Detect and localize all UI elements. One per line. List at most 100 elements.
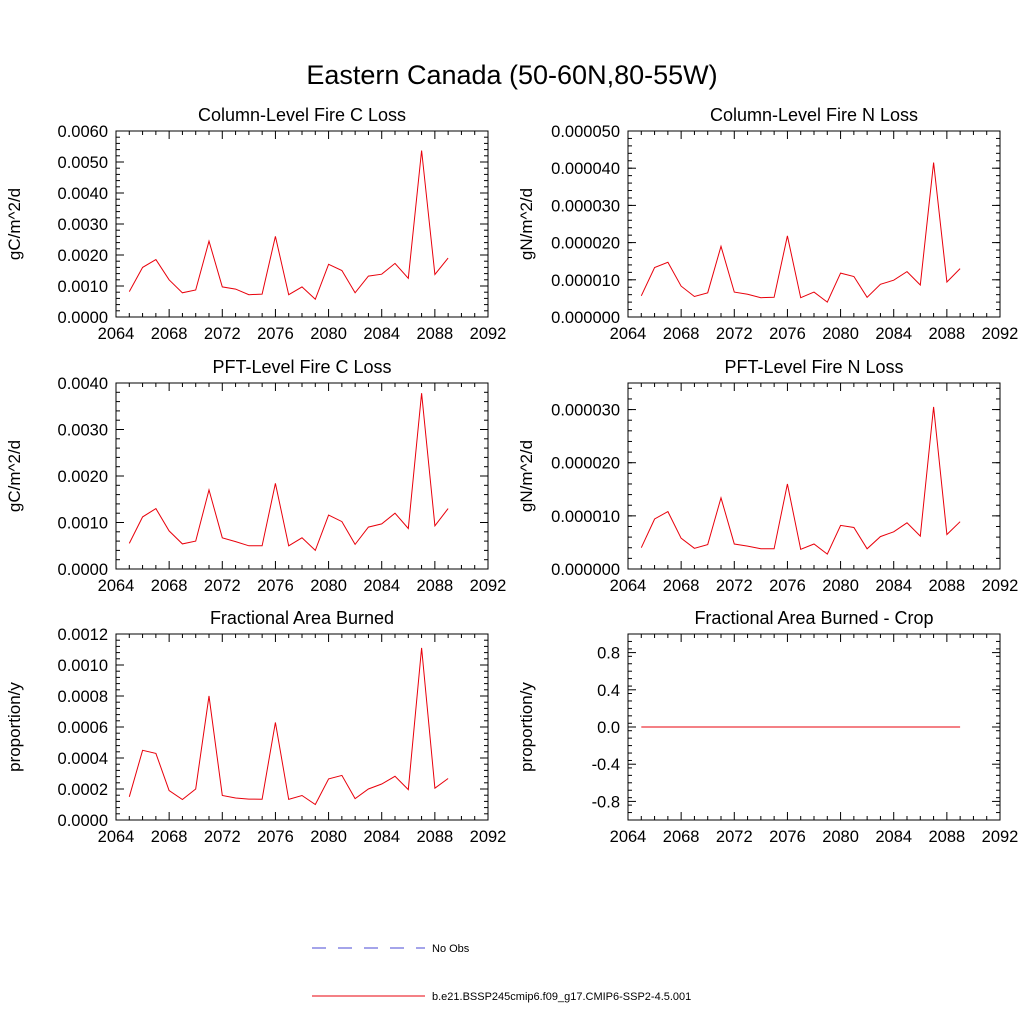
plot-frame <box>627 130 1001 318</box>
x-tick-label: 2080 <box>310 577 347 595</box>
y-tick-label: 0.4 <box>597 682 620 700</box>
y-axis-label: proportion/y <box>5 682 24 772</box>
y-tick-label: 0.0012 <box>58 626 108 644</box>
x-tick-label: 2076 <box>769 828 806 846</box>
y-tick-label: 0.0050 <box>58 154 108 172</box>
y-tick-label: 0.0020 <box>58 468 108 486</box>
y-tick-label: 0.000040 <box>551 160 620 178</box>
y-tick-label: 0.0006 <box>58 719 108 737</box>
x-tick-label: 2092 <box>982 828 1019 846</box>
x-tick-label: 2076 <box>769 325 806 343</box>
legend: No Obs b.e21.BSSP245cmip6.f09_g17.CMIP6-… <box>312 943 691 1003</box>
x-tick-label: 2088 <box>416 325 453 343</box>
x-tick-label: 2076 <box>769 577 806 595</box>
panel-title: Fractional Area Burned - Crop <box>694 608 933 628</box>
panel-title: Column-Level Fire N Loss <box>710 105 918 125</box>
y-tick-label: -0.8 <box>592 793 620 811</box>
y-tick-label: 0.0004 <box>58 750 108 768</box>
x-tick-label: 2084 <box>875 325 912 343</box>
plot-frame <box>627 382 1001 570</box>
x-tick-label: 2080 <box>822 325 859 343</box>
chart-panel-2: Column-Level Fire N Loss gN/m^2/d 2064 2068… <box>517 105 1018 343</box>
y-axis-label: gC/m^2/d <box>5 188 24 260</box>
y-tick-label: 0.000000 <box>551 561 620 579</box>
panel-title: PFT-Level Fire N Loss <box>724 357 903 377</box>
chart-panel-3: PFT-Level Fire C Loss gC/m^2/d 2064 2068 207… <box>5 357 506 595</box>
legend-label-no-obs: No Obs <box>432 943 470 955</box>
x-tick-label: 2084 <box>875 828 912 846</box>
y-tick-label: 0.000020 <box>551 235 620 253</box>
y-tick-label: 0.0000 <box>58 812 108 830</box>
y-tick-label: 0.0010 <box>58 657 108 675</box>
series-line-1 <box>128 647 449 806</box>
y-axis-label: proportion/y <box>517 682 536 772</box>
panel-title: Fractional Area Burned <box>210 608 394 628</box>
x-tick-label: 2064 <box>610 577 647 595</box>
x-tick-label: 2084 <box>875 577 912 595</box>
y-axis-label: gC/m^2/d <box>5 440 24 512</box>
x-tick-label: 2088 <box>928 828 965 846</box>
x-tick-label: 2072 <box>716 577 753 595</box>
y-tick-label: 0.000030 <box>551 197 620 215</box>
x-tick-label: 2092 <box>982 577 1019 595</box>
x-tick-label: 2072 <box>204 577 241 595</box>
x-tick-label: 2068 <box>663 325 700 343</box>
x-tick-label: 2064 <box>98 577 135 595</box>
y-tick-label: 0.0008 <box>58 688 108 706</box>
x-tick-label: 2080 <box>310 828 347 846</box>
x-tick-label: 2064 <box>98 325 135 343</box>
x-tick-label: 2092 <box>470 577 507 595</box>
y-tick-label: 0.000030 <box>551 402 620 420</box>
y-tick-label: 0.000050 <box>551 123 620 141</box>
y-tick-label: 0.0 <box>597 719 620 737</box>
x-tick-label: 2084 <box>363 325 400 343</box>
x-tick-label: 2072 <box>716 828 753 846</box>
x-tick-label: 2092 <box>470 828 507 846</box>
y-tick-label: -0.4 <box>592 756 620 774</box>
y-tick-label: 0.0000 <box>58 309 108 327</box>
y-axis-label: gN/m^2/d <box>517 188 536 260</box>
y-tick-label: 0.000010 <box>551 508 620 526</box>
y-tick-label: 0.000000 <box>551 309 620 327</box>
panel-title: Column-Level Fire C Loss <box>198 105 406 125</box>
panel-title: PFT-Level Fire C Loss <box>212 357 391 377</box>
y-tick-label: 0.0000 <box>58 561 108 579</box>
y-tick-label: 0.0040 <box>58 185 108 203</box>
y-tick-label: 0.0002 <box>58 781 108 799</box>
panels: Column-Level Fire C Loss gC/m^2/d 2064 2068… <box>5 105 1018 846</box>
figure-title: Eastern Canada (50-60N,80-55W) <box>306 60 717 90</box>
x-tick-label: 2080 <box>822 828 859 846</box>
x-tick-label: 2076 <box>257 577 294 595</box>
x-tick-label: 2084 <box>363 577 400 595</box>
x-tick-label: 2092 <box>982 325 1019 343</box>
x-tick-label: 2092 <box>470 325 507 343</box>
x-tick-label: 2068 <box>663 828 700 846</box>
x-tick-label: 2080 <box>310 325 347 343</box>
x-tick-label: 2064 <box>610 325 647 343</box>
x-tick-label: 2064 <box>98 828 135 846</box>
series-line-1 <box>640 162 961 303</box>
plot-frame <box>115 382 489 570</box>
y-tick-label: 0.0020 <box>58 247 108 265</box>
y-tick-label: 0.0010 <box>58 515 108 533</box>
x-tick-label: 2072 <box>716 325 753 343</box>
x-tick-label: 2088 <box>416 828 453 846</box>
x-tick-label: 2088 <box>928 577 965 595</box>
y-tick-label: 0.000010 <box>551 272 620 290</box>
y-tick-label: 0.0060 <box>58 123 108 141</box>
x-tick-label: 2088 <box>416 577 453 595</box>
y-tick-label: 0.000020 <box>551 455 620 473</box>
y-tick-label: 0.8 <box>597 645 620 663</box>
x-tick-label: 2076 <box>257 828 294 846</box>
x-tick-label: 2068 <box>663 577 700 595</box>
y-tick-label: 0.0040 <box>58 375 108 393</box>
x-tick-label: 2088 <box>928 325 965 343</box>
chart-panel-5: Fractional Area Burned proportion/y 2064 20… <box>5 608 506 846</box>
legend-label-run: b.e21.BSSP245cmip6.f09_g17.CMIP6-SSP2-4.… <box>432 991 691 1003</box>
y-tick-label: 0.0030 <box>58 422 108 440</box>
x-tick-label: 2076 <box>257 325 294 343</box>
x-tick-label: 2084 <box>363 828 400 846</box>
series-line-1 <box>128 393 449 552</box>
plot-frame <box>115 130 489 318</box>
